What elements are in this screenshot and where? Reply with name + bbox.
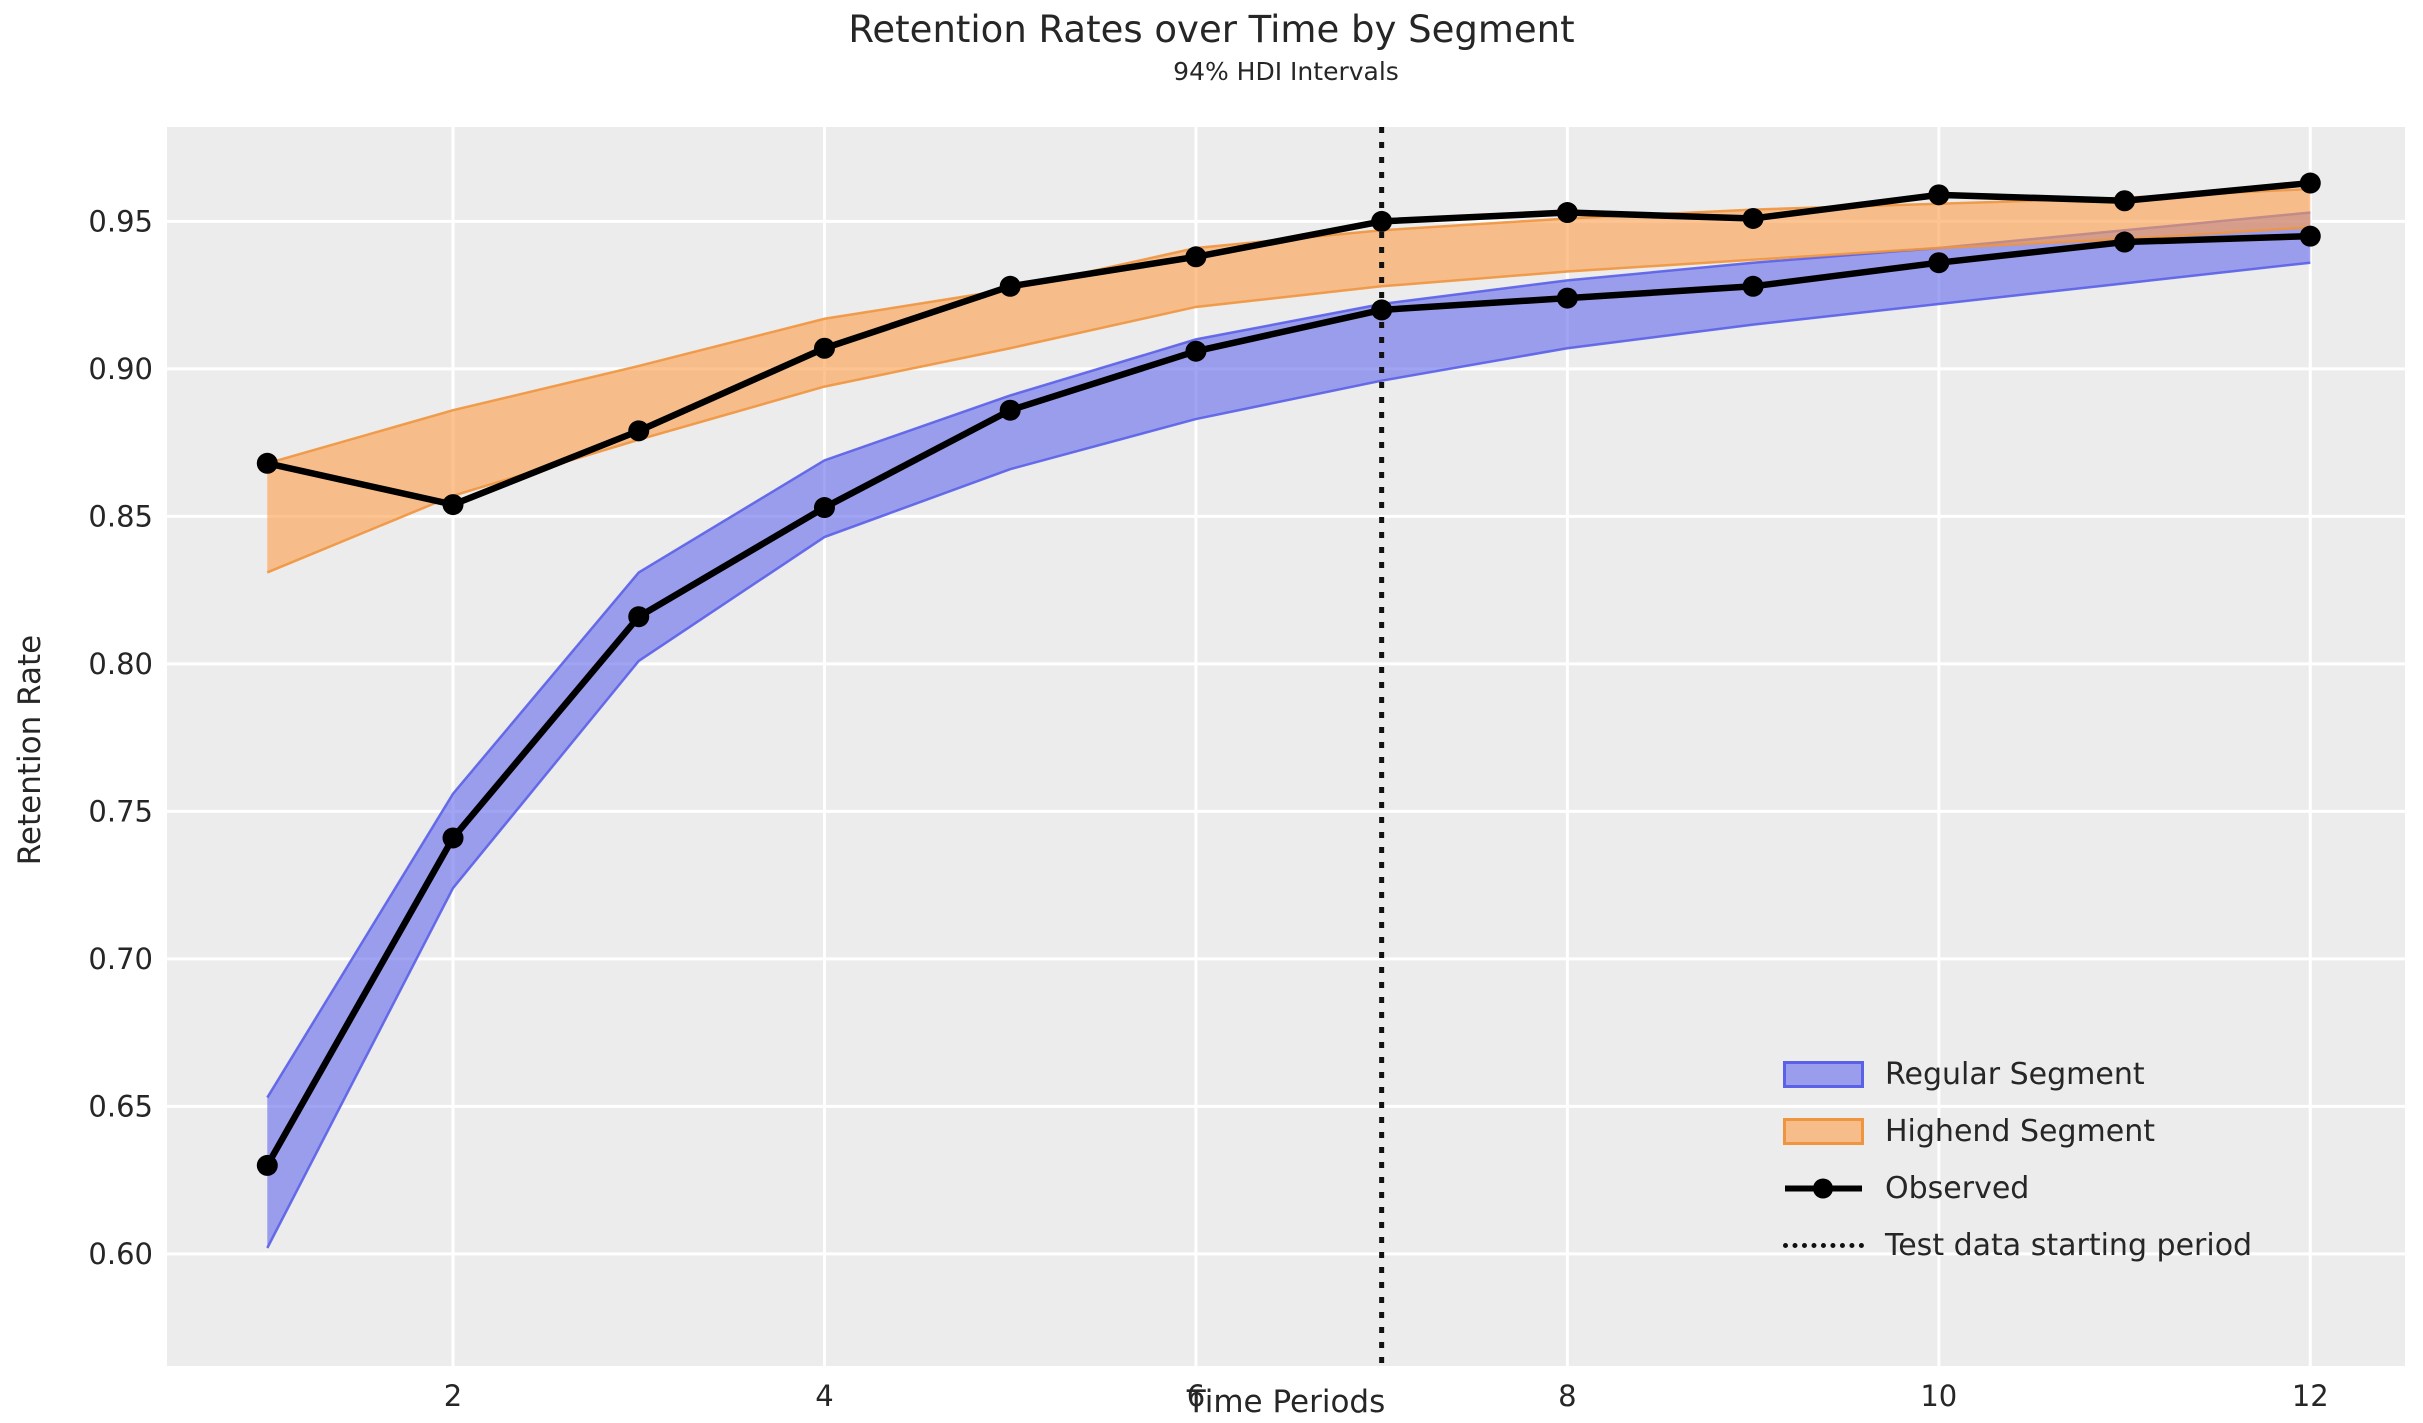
x-tick-label-8: 8 xyxy=(1558,1379,1576,1413)
y-tick-label-0.90: 0.90 xyxy=(88,352,153,386)
observed-regular-marker-6 xyxy=(1185,340,1207,362)
observed-regular-marker-1 xyxy=(256,1154,278,1176)
legend-item-test-period: Test data starting period xyxy=(1783,1217,2252,1274)
x-tick-label-2: 2 xyxy=(444,1379,462,1413)
highend-band-swatch xyxy=(1783,1118,1864,1145)
regular-band-swatch xyxy=(1783,1061,1864,1088)
observed-line-marker-icon xyxy=(1785,1178,1862,1199)
x-tick-label-4: 4 xyxy=(815,1379,833,1413)
y-tick-label-0.85: 0.85 xyxy=(88,499,153,533)
observed-highend-marker-5 xyxy=(999,275,1021,297)
observed-highend-marker-9 xyxy=(1742,207,1764,229)
observed-highend-marker-8 xyxy=(1556,202,1578,224)
y-tick-label-0.70: 0.70 xyxy=(88,942,153,976)
observed-regular-marker-4 xyxy=(813,497,835,519)
observed-line-swatch xyxy=(1783,1175,1864,1202)
observed-highend-marker-10 xyxy=(1928,184,1950,206)
legend-item-regular: Regular Segment xyxy=(1783,1046,2252,1103)
y-axis-label: Retention Rate xyxy=(12,634,48,866)
legend: Regular Segment Highend Segment Observed… xyxy=(1783,1046,2252,1274)
observed-regular-marker-5 xyxy=(999,399,1021,421)
legend-item-observed: Observed xyxy=(1783,1160,2252,1217)
x-tick-label-10: 10 xyxy=(1920,1379,1957,1413)
y-tick-label-0.65: 0.65 xyxy=(88,1089,153,1123)
legend-label: Observed xyxy=(1885,1171,2030,1206)
observed-highend-marker-4 xyxy=(813,337,835,359)
observed-regular-marker-7 xyxy=(1371,299,1393,321)
observed-highend-marker-2 xyxy=(442,494,464,516)
x-tick-label-12: 12 xyxy=(2292,1379,2329,1413)
observed-highend-marker-6 xyxy=(1185,246,1207,268)
regular-hdi-lower-edge xyxy=(266,261,2311,1249)
observed-regular-marker-12 xyxy=(2299,225,2321,247)
legend-label: Regular Segment xyxy=(1885,1057,2145,1092)
y-tick-label-0.80: 0.80 xyxy=(88,647,153,681)
observed-highend-marker-1 xyxy=(256,452,278,474)
x-axis-label: Time Periods xyxy=(1186,1384,1386,1420)
dotted-line-swatch xyxy=(1783,1243,1864,1248)
y-tick-label-0.75: 0.75 xyxy=(88,794,153,828)
observed-highend-marker-7 xyxy=(1371,210,1393,232)
observed-regular-marker-9 xyxy=(1742,275,1764,297)
observed-highend-marker-11 xyxy=(2114,190,2136,212)
legend-item-highend: Highend Segment xyxy=(1783,1103,2252,1160)
y-tick-label-0.60: 0.60 xyxy=(88,1237,153,1271)
legend-label: Test data starting period xyxy=(1885,1228,2253,1263)
chart-title: Retention Rates over Time by Segment xyxy=(848,8,1575,51)
observed-regular-marker-11 xyxy=(2114,231,2136,253)
chart-subtitle: 94% HDI Intervals xyxy=(1173,57,1399,86)
highend-hdi-lower-edge xyxy=(266,226,2311,574)
observed-regular-marker-3 xyxy=(628,606,650,628)
observed-highend-marker-12 xyxy=(2299,172,2321,194)
x-tick-label-6: 6 xyxy=(1187,1379,1205,1413)
observed-highend-marker-3 xyxy=(628,420,650,442)
observed-regular-marker-10 xyxy=(1928,252,1950,274)
observed-regular-marker-2 xyxy=(442,827,464,849)
highend-hdi-band xyxy=(267,188,2311,573)
y-tick-label-0.95: 0.95 xyxy=(88,204,153,238)
observed-regular-line xyxy=(264,232,2311,1168)
legend-label: Highend Segment xyxy=(1885,1114,2155,1149)
observed-highend-line xyxy=(266,179,2311,508)
observed-regular-marker-8 xyxy=(1556,287,1578,309)
